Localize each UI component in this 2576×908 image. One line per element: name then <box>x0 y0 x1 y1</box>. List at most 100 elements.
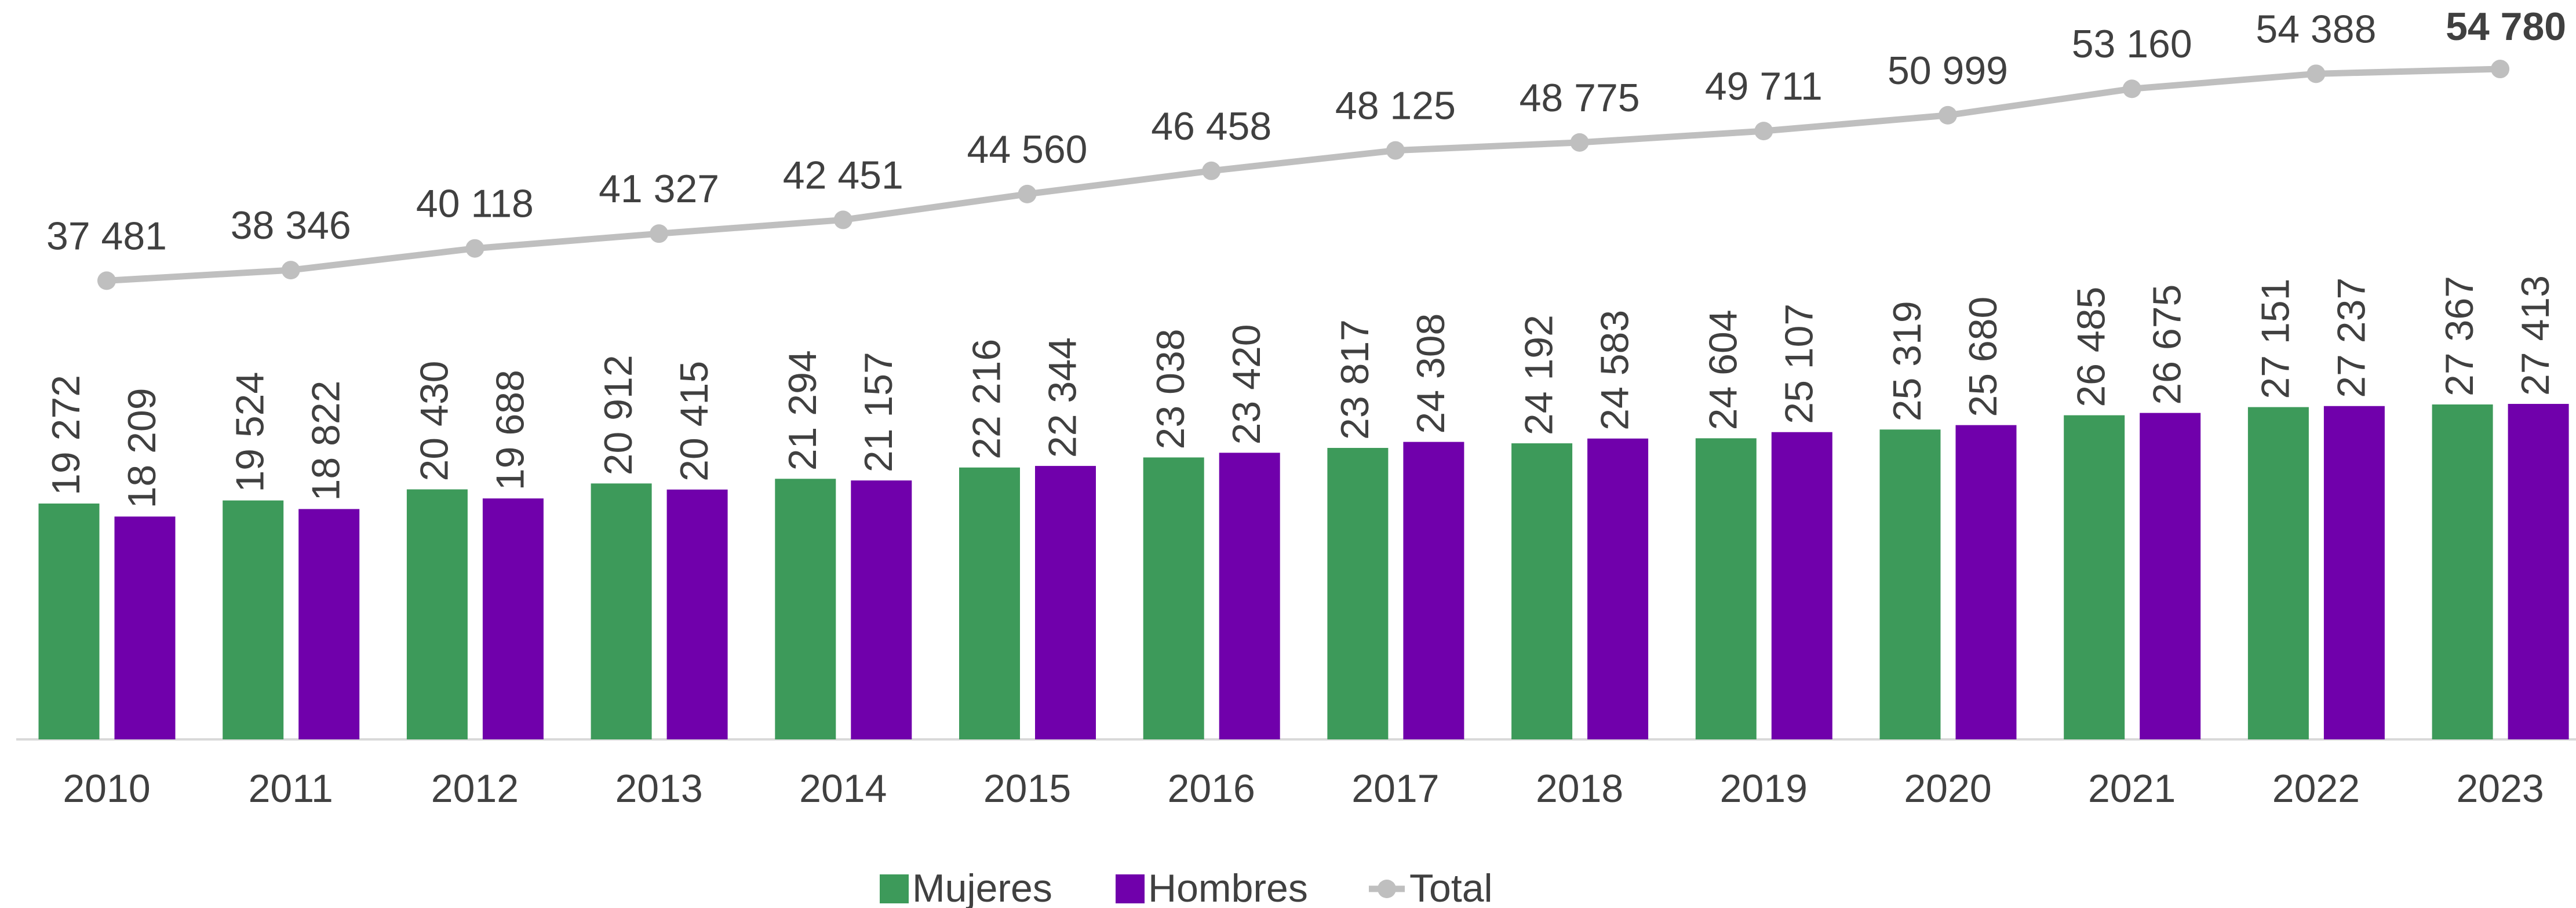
bar <box>591 483 652 739</box>
bar-value-label: 24 308 <box>1409 313 1453 434</box>
bar <box>1403 442 1464 739</box>
bar <box>298 509 360 739</box>
line <box>106 65 2501 284</box>
bar <box>2323 406 2385 739</box>
bar-value-label: 19 272 <box>44 375 88 495</box>
bar <box>2064 415 2125 739</box>
bar <box>38 503 100 739</box>
bar-value-label: 24 192 <box>1517 315 1561 435</box>
line-point <box>1570 133 1589 152</box>
line-value-label: 38 346 <box>231 203 351 247</box>
bar <box>851 480 912 739</box>
bar-value-label: 23 817 <box>1333 319 1377 440</box>
line-value-label: 50 999 <box>1888 49 2008 93</box>
x-tick-label: 2011 <box>249 767 333 811</box>
bar <box>959 467 1020 739</box>
line-point <box>97 271 116 290</box>
line-point <box>1754 122 1773 141</box>
line-value-label: 37 481 <box>46 214 167 258</box>
bar-value-label: 27 151 <box>2253 279 2297 399</box>
bar-value-label: 19 524 <box>228 372 272 493</box>
bar <box>1219 453 1280 739</box>
bar <box>775 479 836 739</box>
bar-value-label: 21 294 <box>781 350 825 471</box>
bar-value-label: 26 485 <box>2069 287 2114 407</box>
line-point <box>2122 79 2141 99</box>
bar-value-label: 20 912 <box>596 355 640 475</box>
line-value-label: 44 560 <box>967 127 1088 172</box>
bar <box>406 489 468 739</box>
bar <box>2432 404 2493 739</box>
line-value-label: 40 118 <box>416 182 534 226</box>
bar <box>1955 425 2017 739</box>
bar <box>1587 438 1649 739</box>
line-value-label: 42 451 <box>783 153 903 197</box>
x-tick-label: 2010 <box>63 767 150 811</box>
x-tick-label: 2021 <box>2088 767 2176 811</box>
line-point <box>833 210 852 229</box>
bar <box>1511 443 1573 739</box>
line-value-label: 49 711 <box>1705 64 1823 108</box>
bar <box>2508 404 2569 739</box>
bar <box>482 498 544 739</box>
line-point <box>2491 60 2510 79</box>
bar <box>1143 457 1204 739</box>
x-tick-label: 2020 <box>1904 767 1991 811</box>
legend-label: Total <box>1409 866 1493 908</box>
bar-value-label: 25 107 <box>1777 304 1821 424</box>
bar <box>1879 429 1941 739</box>
bar <box>114 516 176 739</box>
bar-value-label: 25 319 <box>1885 301 1929 421</box>
legend-swatch <box>880 874 909 903</box>
bar-value-label: 18 209 <box>120 388 164 508</box>
x-tick-label: 2018 <box>1536 767 1623 811</box>
bar-value-label: 27 367 <box>2437 276 2482 396</box>
line-point <box>1202 161 1221 180</box>
bar-value-label: 24 583 <box>1593 310 1637 431</box>
line-point <box>281 261 300 280</box>
legend-swatch <box>1116 874 1145 903</box>
bar-value-label: 24 604 <box>1701 309 1745 430</box>
x-tick-label: 2013 <box>615 767 702 811</box>
x-tick-label: 2012 <box>431 767 519 811</box>
legend-point <box>1378 880 1396 898</box>
bar-value-label: 21 157 <box>857 352 901 472</box>
line-value-label: 48 775 <box>1520 76 1640 120</box>
bar <box>1327 447 1389 739</box>
legend-label: Mujeres <box>912 866 1052 908</box>
x-tick-label: 2014 <box>799 767 887 811</box>
x-tick-label: 2016 <box>1168 767 1255 811</box>
bar <box>1695 438 1757 739</box>
bar <box>1035 466 1096 739</box>
bar-value-label: 20 415 <box>672 361 716 482</box>
line-value-label: 53 160 <box>2072 22 2192 66</box>
bar-value-label: 19 688 <box>488 370 532 490</box>
line-point <box>2307 64 2326 83</box>
x-tick-label: 2023 <box>2456 767 2544 811</box>
line-point <box>1939 105 1957 125</box>
line-point <box>465 239 484 258</box>
bar <box>1771 432 1832 739</box>
line-value-label: 54 388 <box>2256 7 2376 51</box>
bar <box>2140 413 2201 739</box>
line-value-label: 41 327 <box>599 167 719 211</box>
bar-value-label: 18 822 <box>304 380 348 501</box>
line-point <box>1386 141 1405 160</box>
bar <box>666 489 728 739</box>
bar-value-label: 22 216 <box>964 339 1008 460</box>
bar-value-label: 27 237 <box>2329 278 2373 398</box>
line-value-label: 46 458 <box>1151 104 1271 148</box>
line-value-label: 48 125 <box>1335 84 1456 128</box>
x-tick-label: 2022 <box>2272 767 2360 811</box>
line-point <box>1018 184 1037 203</box>
bar-value-label: 25 680 <box>1961 297 2005 417</box>
bar-value-label: 22 344 <box>1040 337 1084 458</box>
line-point <box>650 224 669 243</box>
x-tick-label: 2015 <box>983 767 1071 811</box>
bar <box>223 500 284 739</box>
bar-value-label: 20 430 <box>412 361 456 482</box>
x-tick-label: 2017 <box>1351 767 1439 811</box>
bar-value-label: 27 413 <box>2513 275 2557 396</box>
line-value-label: 54 780 <box>2446 5 2566 49</box>
bar <box>2247 407 2309 739</box>
